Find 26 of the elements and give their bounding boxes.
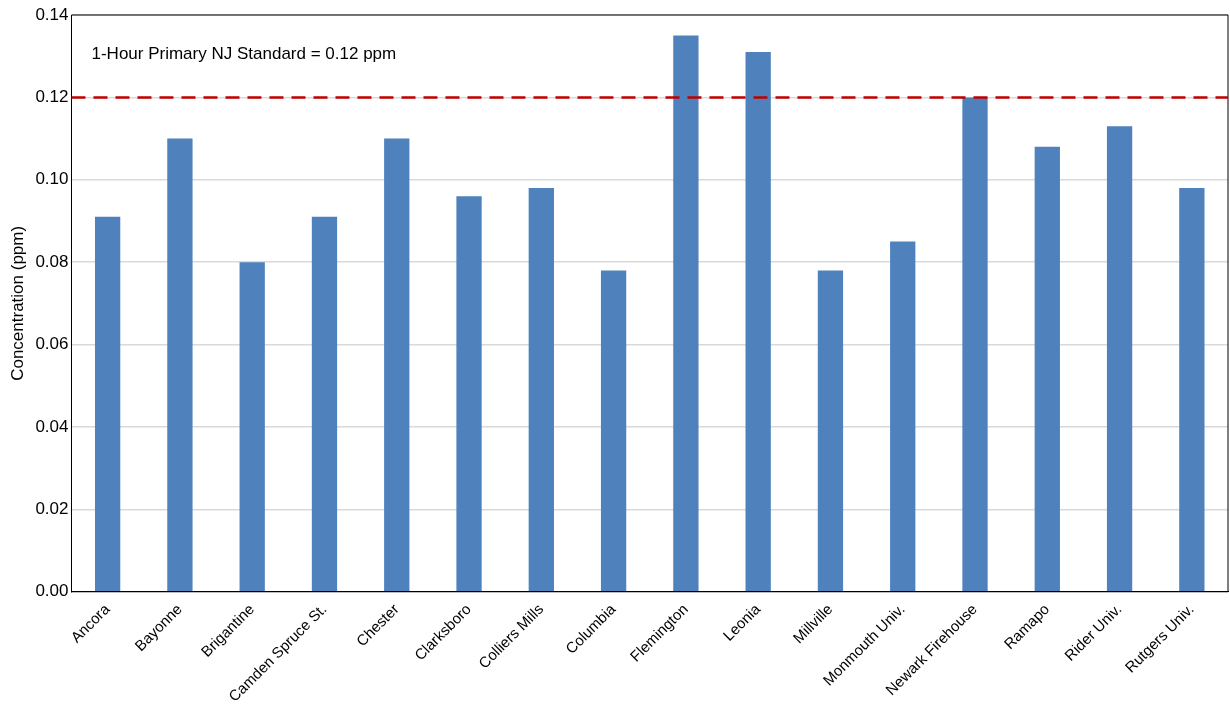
bar — [817, 270, 844, 591]
bar — [745, 52, 771, 591]
y-tick-label: 0.04 — [35, 416, 69, 436]
y-tick-label: 0.00 — [35, 581, 69, 601]
bar — [94, 216, 121, 591]
y-tick-label: 0.02 — [35, 499, 69, 519]
y-axis-title: Concentration (ppm) — [7, 225, 27, 381]
bar — [239, 262, 265, 591]
bar — [1179, 188, 1205, 591]
bar — [1034, 146, 1060, 591]
bar — [673, 35, 699, 591]
y-tick-label: 0.08 — [35, 251, 69, 271]
y-tick-label: 0.10 — [35, 169, 69, 189]
bar — [311, 216, 338, 591]
bar — [962, 97, 988, 591]
bar — [528, 188, 554, 591]
bar — [167, 138, 193, 591]
y-tick-label: 0.14 — [35, 4, 69, 24]
y-tick-label: 0.12 — [35, 87, 69, 107]
bar — [456, 196, 482, 591]
bar — [1106, 126, 1133, 591]
bar — [890, 241, 916, 591]
ref-line-label: 1-Hour Primary NJ Standard = 0.12 ppm — [91, 44, 397, 64]
y-tick-label: 0.06 — [35, 334, 69, 354]
bar — [384, 138, 410, 591]
bar — [600, 270, 627, 591]
